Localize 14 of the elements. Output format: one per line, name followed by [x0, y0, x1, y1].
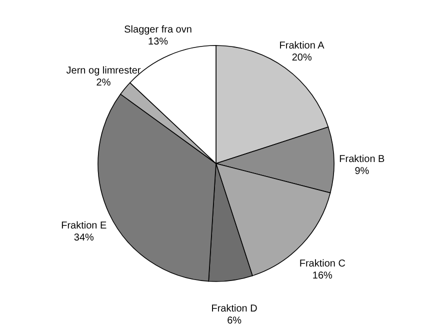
data-label: 6%: [227, 315, 242, 326]
slice-label: Fraktion D: [211, 303, 258, 314]
slice-label: Jern og limrester: [66, 65, 142, 76]
data-label: 9%: [354, 166, 370, 177]
slice-label: Fraktion B: [339, 154, 386, 165]
slice-label: Fraktion E: [61, 220, 108, 232]
slice-label: Fraktion A: [279, 40, 325, 52]
data-label: 2%: [96, 77, 111, 88]
data-label: 34%: [74, 232, 94, 244]
data-label: 20%: [292, 52, 312, 64]
data-label: 13%: [148, 36, 168, 48]
slice-label: Fraktion C: [299, 258, 346, 270]
slice-label: Slagger fra ovn: [124, 24, 192, 36]
data-label: 16%: [312, 270, 333, 282]
